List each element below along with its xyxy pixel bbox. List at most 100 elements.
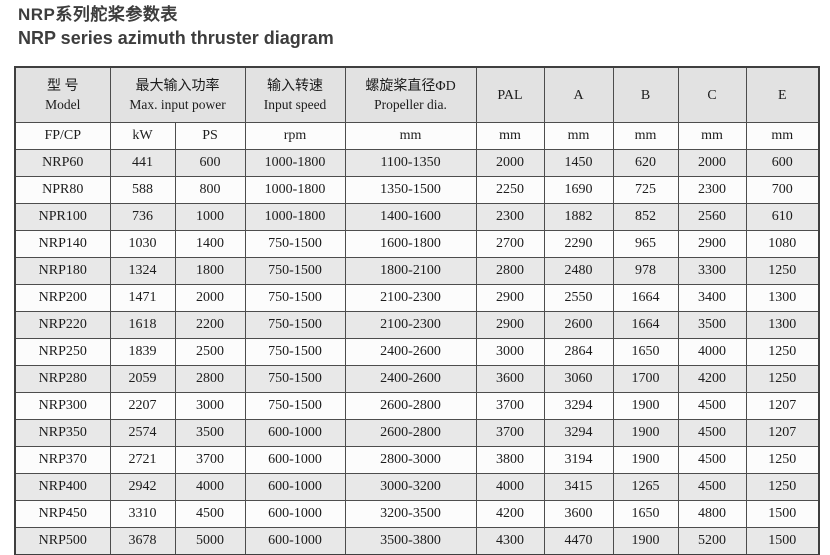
table-cell: 4470 — [543, 527, 614, 555]
header-model-en: Model — [45, 96, 81, 112]
table-row: NRP370 2721 3700 600-1000 2800-3000 3800 3194 1… — [14, 446, 820, 474]
table-row: NRP140 1030 1400 750-1500 1600-1800 2700 2290 9… — [14, 230, 820, 258]
table-cell: 1250 — [745, 365, 820, 393]
page-title-block: NRP系列舵桨参数表 NRP series azimuth thruster d… — [0, 0, 830, 50]
table-cell: 2800 — [174, 365, 246, 393]
table-cell: 1000-1800 — [244, 203, 346, 231]
table-cell: 1250 — [745, 446, 820, 474]
table-cell: 1000-1800 — [244, 149, 346, 177]
table-row: NRP180 1324 1800 750-1500 1800-2100 2800 2480 9… — [14, 257, 820, 285]
table-cell: 4200 — [475, 500, 545, 528]
model-cell: NRP180 — [14, 257, 111, 285]
table-cell: 4500 — [174, 500, 246, 528]
unit-cell-ps: PS — [174, 122, 246, 150]
table-cell: 2400-2600 — [344, 338, 477, 366]
table-cell: 2600-2800 — [344, 392, 477, 420]
table-cell: 1700 — [612, 365, 679, 393]
table-cell: 1265 — [612, 473, 679, 501]
table-cell: 620 — [612, 149, 679, 177]
table-cell: 3200-3500 — [344, 500, 477, 528]
table-cell: 1900 — [612, 527, 679, 555]
table-cell: 3000 — [174, 392, 246, 420]
table-cell: 2000 — [677, 149, 747, 177]
model-cell: NRP60 — [14, 149, 111, 177]
header-dim-a-label: A — [573, 88, 584, 103]
model-cell: NRP400 — [14, 473, 111, 501]
table-cell: 3500-3800 — [344, 527, 477, 555]
table-cell: 3600 — [543, 500, 614, 528]
table-cell: 1300 — [745, 311, 820, 339]
header-model: 型 号 Model — [14, 66, 111, 123]
model-cell: NRP280 — [14, 365, 111, 393]
table-cell: 2000 — [174, 284, 246, 312]
table-cell: 1900 — [612, 446, 679, 474]
table-cell: 5000 — [174, 527, 246, 555]
table-cell: 1900 — [612, 419, 679, 447]
table-cell: 2207 — [109, 392, 176, 420]
table-cell: 600 — [745, 149, 820, 177]
table-cell: 736 — [109, 203, 176, 231]
table-cell: 3415 — [543, 473, 614, 501]
table-cell: 1471 — [109, 284, 176, 312]
unit-cell-a: mm — [543, 122, 614, 150]
table-cell: 3194 — [543, 446, 614, 474]
table-cell: 600-1000 — [244, 527, 346, 555]
table-row: NRP400 2942 4000 600-1000 3000-3200 4000 3415 1… — [14, 473, 820, 501]
table-cell: 600-1000 — [244, 446, 346, 474]
header-dim-e-label: E — [777, 88, 787, 103]
table-cell: 3600 — [475, 365, 545, 393]
table-cell: 2300 — [677, 176, 747, 204]
table-cell: 600 — [174, 149, 246, 177]
model-cell: NRP200 — [14, 284, 111, 312]
table-cell: 441 — [109, 149, 176, 177]
table-row: NRP350 2574 3500 600-1000 2600-2800 3700 3294 1… — [14, 419, 820, 447]
table-row: NRP450 3310 4500 600-1000 3200-3500 4200 3600 1… — [14, 500, 820, 528]
unit-cell-pal: mm — [475, 122, 545, 150]
table-cell: 600-1000 — [244, 473, 346, 501]
table-cell: 4000 — [677, 338, 747, 366]
header-max-input-power: 最大输入功率 Max. input power — [109, 66, 246, 123]
table-cell: 2942 — [109, 473, 176, 501]
header-input-speed-zh: 输入转速 — [267, 78, 324, 94]
header-dim-a: A — [543, 66, 614, 123]
table-cell: 2059 — [109, 365, 176, 393]
model-cell: NRP140 — [14, 230, 111, 258]
table-cell: 725 — [612, 176, 679, 204]
table-cell: 3300 — [677, 257, 747, 285]
header-model-zh: 型 号 — [47, 78, 79, 94]
table-cell: 2800-3000 — [344, 446, 477, 474]
unit-cell-model: FP/CP — [14, 122, 111, 150]
model-cell: NPR100 — [14, 203, 111, 231]
header-dim-c-label: C — [707, 88, 717, 103]
table-cell: 700 — [745, 176, 820, 204]
model-cell: NRP350 — [14, 419, 111, 447]
table-cell: 3500 — [677, 311, 747, 339]
table-cell: 4500 — [677, 446, 747, 474]
table-cell: 1250 — [745, 338, 820, 366]
table-cell: 1690 — [543, 176, 614, 204]
table-cell: 4500 — [677, 473, 747, 501]
unit-cell-rpm: rpm — [244, 122, 346, 150]
table-cell: 852 — [612, 203, 679, 231]
table-cell: 4500 — [677, 392, 747, 420]
table-cell: 1250 — [745, 473, 820, 501]
table-cell: 750-1500 — [244, 257, 346, 285]
table-row: NPR80 588 800 1000-1800 1350-1500 2250 1690 725… — [14, 176, 820, 204]
header-dim-b-label: B — [640, 88, 651, 103]
table-cell: 1100-1350 — [344, 149, 477, 177]
table-row: NRP500 3678 5000 600-1000 3500-3800 4300 4470 1… — [14, 527, 820, 555]
table-cell: 1839 — [109, 338, 176, 366]
table-cell: 750-1500 — [244, 365, 346, 393]
table-cell: 2100-2300 — [344, 311, 477, 339]
table-cell: 3310 — [109, 500, 176, 528]
page-title-english: NRP series azimuth thruster diagram — [18, 28, 334, 48]
header-dim-e: E — [745, 66, 820, 123]
table-cell: 3700 — [475, 392, 545, 420]
table-cell: 2721 — [109, 446, 176, 474]
table-cell: 978 — [612, 257, 679, 285]
table-row: NRP300 2207 3000 750-1500 2600-2800 3700 3294 1… — [14, 392, 820, 420]
table-row: NRP60 441 600 1000-1800 1100-1350 2000 1450 620… — [14, 149, 820, 177]
table-cell: 2560 — [677, 203, 747, 231]
table-cell: 1080 — [745, 230, 820, 258]
table-cell: 1500 — [745, 500, 820, 528]
